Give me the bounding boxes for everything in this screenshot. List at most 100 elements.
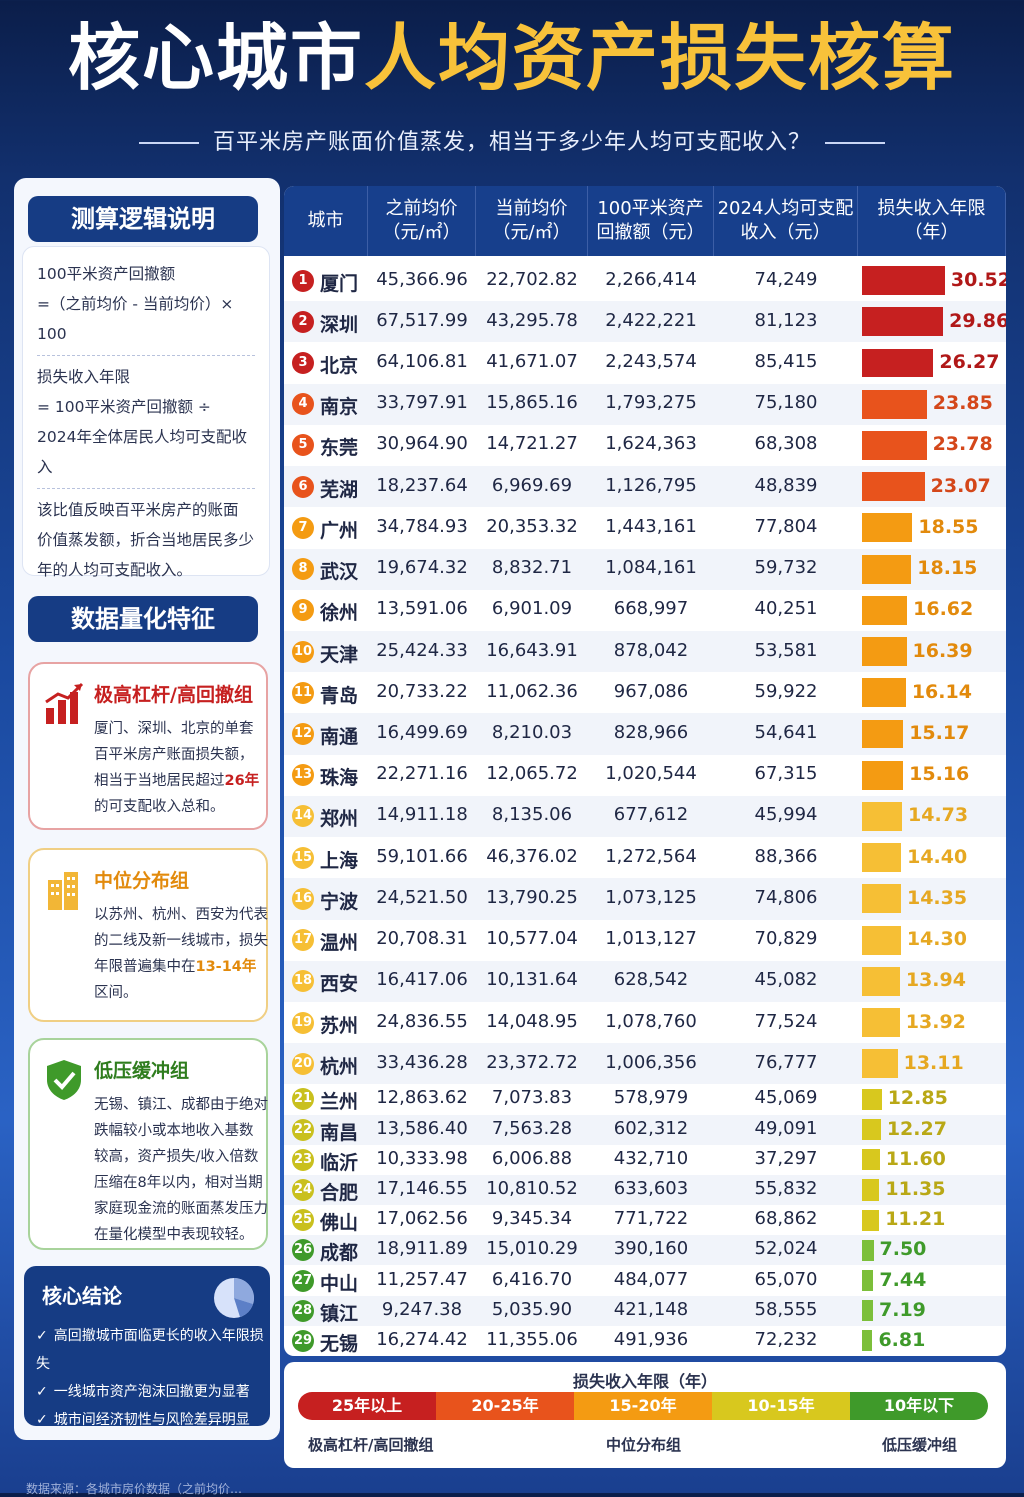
years-bar [862,884,901,914]
cell-income: 48,839 [754,474,818,496]
cell-income: 72,232 [754,1328,818,1350]
cell-loss-amount: 2,243,574 [605,351,697,373]
cell-income: 77,804 [754,515,818,537]
cell-current-price: 6,416.70 [491,1268,573,1290]
cell-loss-amount: 1,272,564 [605,845,697,867]
years-value: 12.27 [886,1117,947,1140]
check-icon: ✓ [36,1412,48,1428]
table-row: 14 郑州 14,911.18 8,135.06 677,612 45,994 14.73 [284,795,1006,838]
years-value: 16.39 [912,639,973,662]
shield-check-icon [47,1060,81,1100]
city-name: 北京 [320,355,359,378]
card-low-line: 压缩在8年以内，相对当期 [94,1175,263,1191]
city-name: 西安 [320,973,359,996]
card-high-highlight: 26年 [224,773,260,789]
card-mid-text: 年限普遍集中在 [94,959,196,975]
subtitle-dash-left [138,142,199,144]
column-header-line: 100平米资产 [597,198,704,219]
years-bar [862,348,934,378]
rank-badge: 4 [292,393,314,416]
card-mid-line: 的二线及新一线城市，损失 [94,933,268,949]
rank-badge: 27 [292,1269,314,1292]
cell-before-price: 22,271.16 [376,763,468,785]
city-name: 深圳 [320,313,359,336]
table-row: 26 成都 18,911.89 15,010.29 390,160 52,024 7.50 [284,1235,1006,1266]
cell-income: 68,862 [754,1208,818,1230]
years-bar [862,925,901,955]
city-name: 青岛 [320,684,359,707]
rank-badge: 17 [292,929,314,952]
cell-income: 70,829 [754,928,818,950]
page-subtitle: 百平米房产账面价值蒸发，相当于多少年人均可支配收入？ [0,124,1024,156]
rank-badge: 16 [292,887,314,910]
table-row: 4 南京 33,797.91 15,865.16 1,793,275 75,180 23.8… [284,383,1006,425]
cell-income: 68,308 [754,433,818,455]
years-bar [862,802,902,831]
city-name: 无锡 [320,1332,359,1355]
rank-badge: 12 [292,723,314,746]
years-value: 14.35 [906,886,968,909]
cell-before-price: 67,517.99 [376,309,468,331]
cell-current-price: 11,355.06 [486,1328,578,1350]
table-row: 15 上海 59,101.66 46,376.02 1,272,564 88,366 14.… [284,837,1006,878]
years-bar [862,678,906,708]
city-name: 东莞 [320,437,359,460]
cell-before-price: 13,591.06 [376,598,468,620]
cell-before-price: 34,784.93 [376,515,468,537]
cell-current-price: 20,353.32 [486,515,578,537]
cell-current-price: 5,035.90 [491,1298,573,1320]
data-table: 城市 之前均价 （元/㎡） 当前均价 （元/㎡） 100平米资产 回撤额（元） 2024人均可… [284,186,1006,1356]
years-value: 18.15 [917,557,978,580]
cell-loss-amount: 602,312 [613,1117,689,1139]
city-name: 杭州 [320,1055,359,1078]
cell-before-price: 9,247.38 [381,1298,463,1320]
table-row: 2 深圳 67,517.99 43,295.78 2,422,221 81,123 29.8… [284,301,1006,343]
conclusion-box: 核心结论 ✓ 高回撤城市面临更长的收入年限损失 ✓ 一线城市资产泡沫回撤更为显著 ✓… [24,1266,270,1428]
years-bar [862,472,925,502]
rank-badge: 9 [292,599,314,622]
cell-loss-amount: 421,148 [613,1298,689,1320]
cell-current-price: 8,135.06 [491,804,573,826]
card-high-text: 相当于当地居民超过 [94,773,225,789]
cell-income: 52,024 [754,1238,818,1260]
city-name: 徐州 [320,602,359,625]
card-mid-line: 年限普遍集中在13-14年 [94,954,270,980]
rank-badge: 18 [292,970,314,993]
cell-loss-amount: 1,793,275 [605,392,697,414]
card-mid-title: 中位分布组 [94,870,190,892]
city-name: 成都 [320,1242,359,1265]
rank-badge: 15 [292,846,314,869]
header: 核心城市人均资产损失核算 百平米房产账面价值蒸发，相当于多少年人均可支配收入？ [0,0,1024,176]
title-yellow: 人均资产损失核算 [364,16,957,100]
bar-chart-icon [45,682,84,724]
logic-line-4: = 100平米资产回撤额 ÷ [37,398,211,416]
cell-loss-amount: 1,020,544 [605,763,697,785]
city-name: 温州 [320,932,359,955]
column-header: 2024人均可支配 收入（元） [714,186,858,256]
column-header-line: 城市 [307,210,344,231]
cell-current-price: 16,643.91 [486,639,578,661]
years-bar [862,1330,873,1352]
cell-loss-amount: 771,722 [613,1208,689,1230]
subtitle-text: 百平米房产账面价值蒸发，相当于多少年人均可支配收入？ [212,130,811,155]
years-bar [862,595,908,625]
cell-loss-amount: 491,936 [613,1328,689,1350]
city-name: 苏州 [320,1014,359,1037]
cell-loss-amount: 2,266,414 [605,268,697,290]
cell-income: 59,732 [754,557,818,579]
table-row: 11 青岛 20,733.22 11,062.36 967,086 59,922 16.14 [284,672,1006,713]
rank-badge: 14 [292,805,314,828]
cell-before-price: 18,911.89 [376,1238,468,1260]
subtitle-dash-right [825,142,885,144]
check-icon: ✓ [36,1328,48,1344]
years-value: 29.86 [949,309,1006,332]
card-high-body: 厦门、深圳、北京的单套 百平米房产账面损失额， 相当于当地居民超过26年 的可支… [94,716,270,820]
city-name: 兰州 [320,1091,359,1114]
cell-before-price: 45,366.96 [376,268,468,290]
legend-segment: 25年以上 [298,1392,436,1420]
table-row: 8 武汉 19,674.32 8,832.71 1,084,161 59,732 18.15 [284,548,1006,590]
legend-group-mid: 中位分布组 [606,1436,682,1454]
rank-badge: 6 [292,475,314,498]
city-name: 芜湖 [320,478,359,501]
table-row: 17 温州 20,708.31 10,577.04 1,013,127 70,829 14.… [284,920,1006,961]
